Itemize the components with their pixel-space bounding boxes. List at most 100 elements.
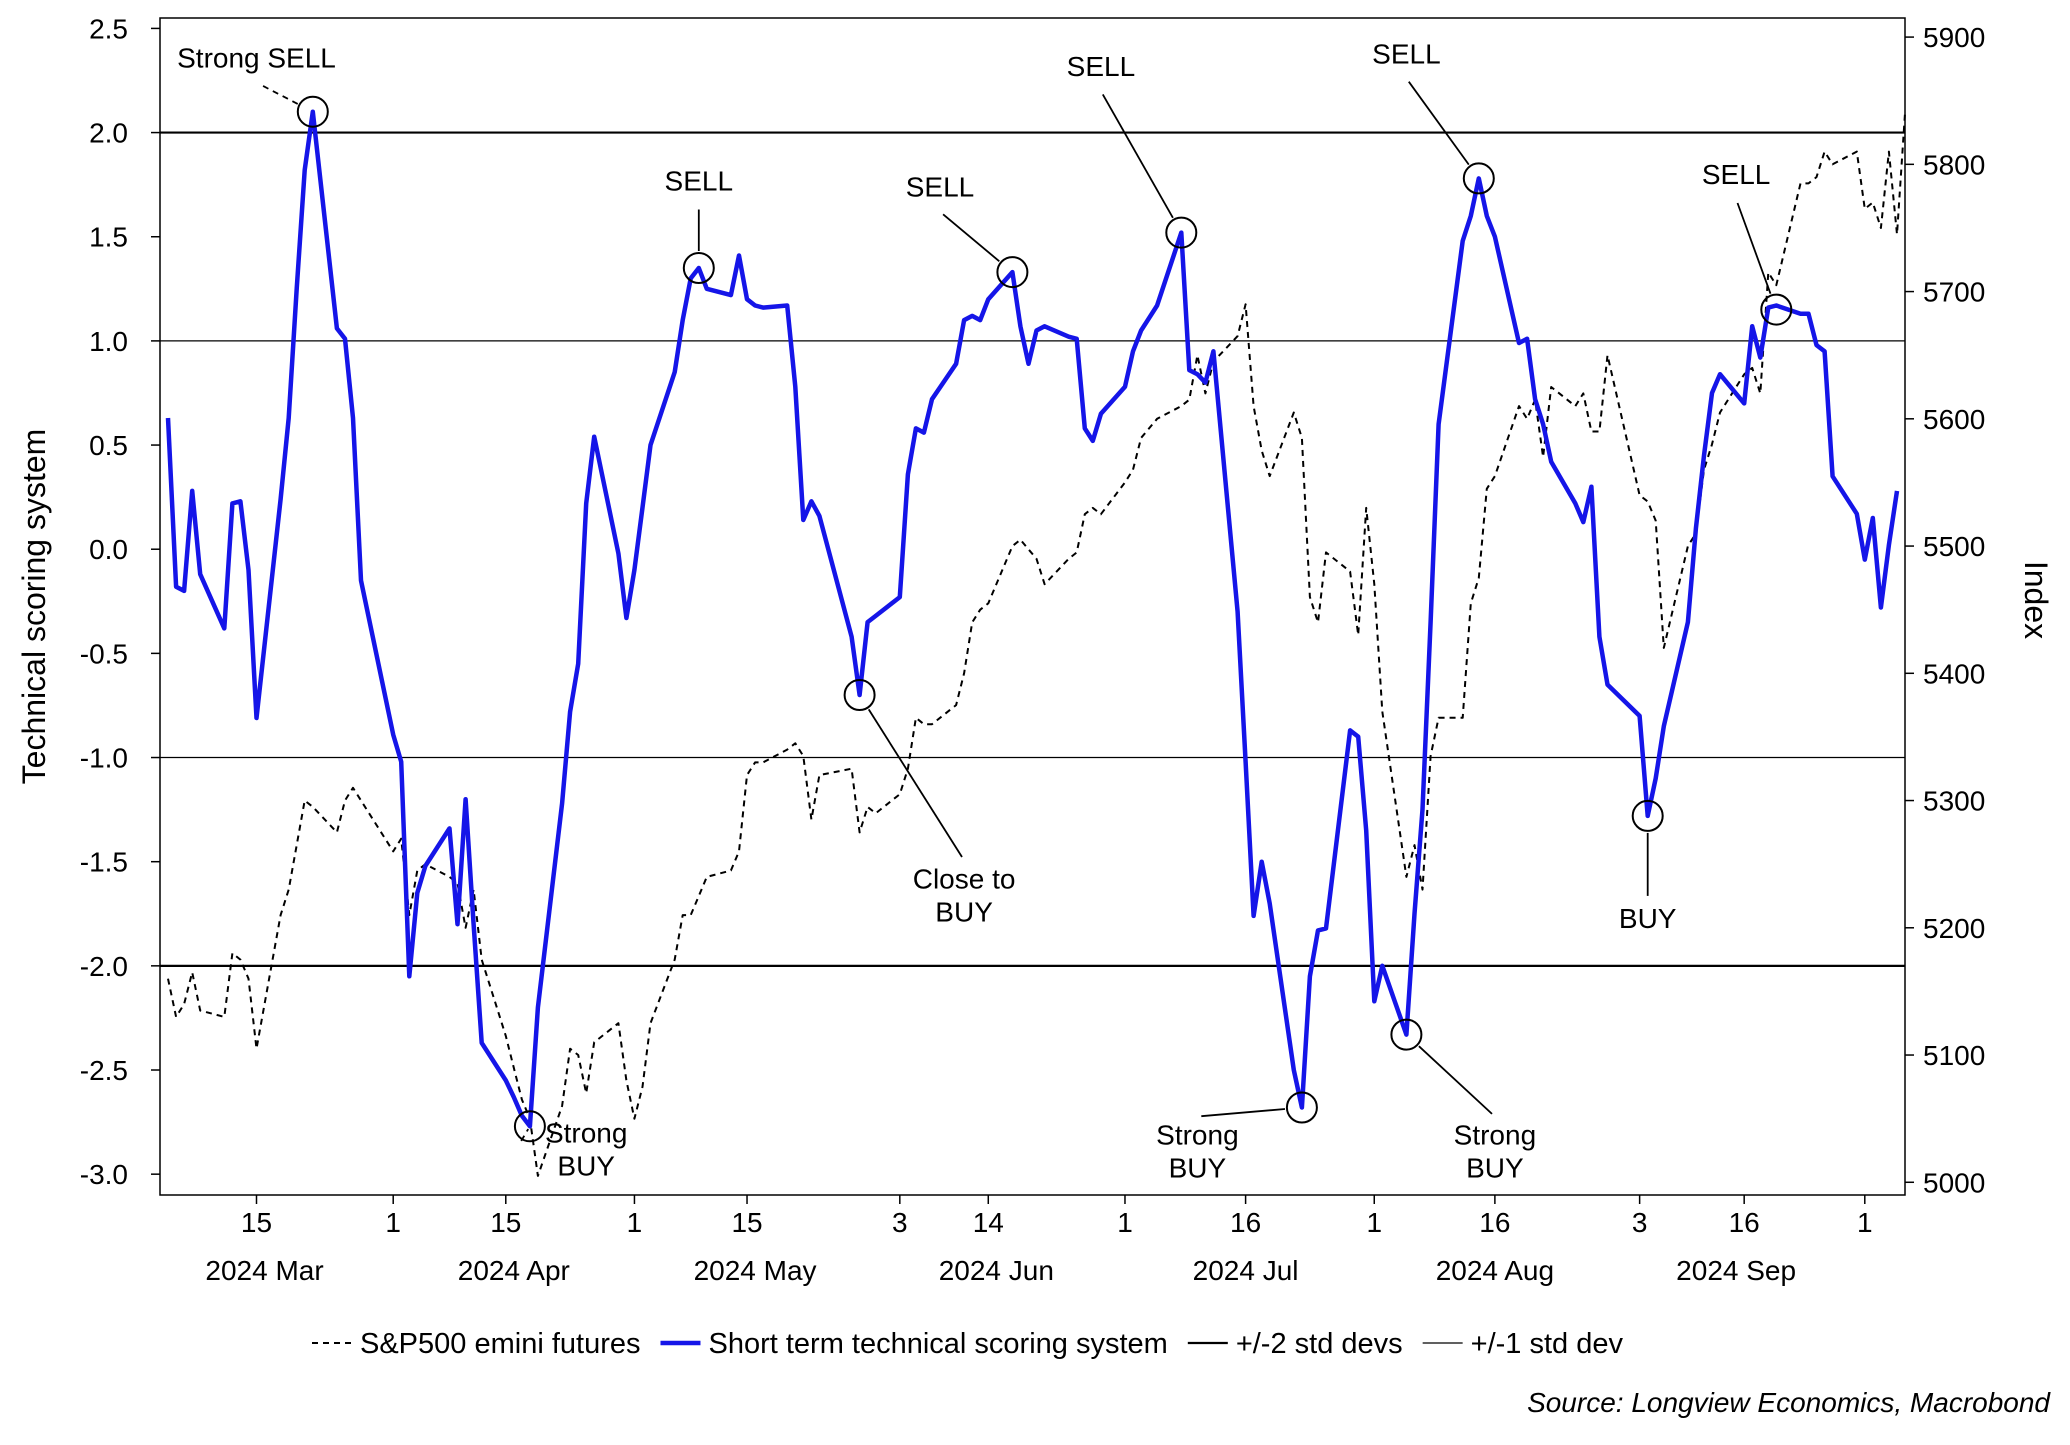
sp500-data-point bbox=[304, 800, 306, 802]
left-y-axis: 2.5 2.0 1.5 1.0 0.5 0.0 -0.5 -1.0 -1.5 -2.0 -2.5 -3… bbox=[80, 13, 160, 1190]
legend-label: +/-2 std devs bbox=[1236, 1328, 1403, 1360]
sp500-data-point bbox=[239, 959, 241, 961]
sp500-data-point bbox=[1237, 335, 1239, 337]
annotation-marker bbox=[682, 252, 715, 284]
annotation-label: SELL bbox=[665, 166, 734, 197]
scoring-data-point bbox=[473, 923, 475, 925]
scoring-data-point bbox=[1028, 363, 1030, 365]
scoring-data-point bbox=[529, 1125, 531, 1127]
sp500-data-point bbox=[561, 1105, 563, 1107]
scoring-data-point bbox=[955, 363, 957, 365]
scoring-data-point bbox=[1124, 386, 1126, 388]
scoring-data-point bbox=[1494, 236, 1496, 238]
sp500-data-point bbox=[1036, 558, 1038, 560]
sp500-data-point bbox=[1486, 488, 1488, 490]
scoring-data-point bbox=[352, 417, 354, 419]
x-tick-label: 3 bbox=[1632, 1207, 1648, 1238]
x-month-label: 2024 Aug bbox=[1436, 1255, 1554, 1286]
sp500-data-point bbox=[851, 768, 853, 770]
sp500-data-point bbox=[1574, 405, 1576, 407]
left-tick-label: 2.5 bbox=[89, 13, 128, 44]
left-tick-label: -2.0 bbox=[80, 951, 128, 982]
x-tick-label: 1 bbox=[385, 1207, 401, 1238]
sp500-data-point bbox=[955, 704, 957, 706]
scoring-data-point bbox=[1574, 502, 1576, 504]
sp500-data-point bbox=[1124, 481, 1126, 483]
scoring-data-point bbox=[875, 615, 877, 617]
sp500-data-point bbox=[1405, 876, 1407, 878]
scoring-data-point bbox=[730, 294, 732, 296]
scoring-data-point bbox=[1405, 1034, 1407, 1036]
annotation-label: SELL bbox=[906, 172, 975, 203]
sp500-data-point bbox=[223, 1016, 225, 1018]
scoring-data-point bbox=[1872, 517, 1874, 519]
annotation-label: BUY bbox=[935, 896, 993, 927]
sp500-data-point bbox=[1068, 558, 1070, 560]
scoring-data-point bbox=[1856, 513, 1858, 515]
scoring-data-point bbox=[1888, 544, 1890, 546]
sp500-data-point bbox=[537, 1175, 539, 1177]
scoring-data-point bbox=[1598, 636, 1600, 638]
annotation-leader bbox=[259, 83, 299, 105]
scoring-data-point bbox=[810, 500, 812, 502]
scoring-data-point bbox=[1365, 829, 1367, 831]
sp500-data-point bbox=[344, 800, 346, 802]
sp500-data-point bbox=[1430, 755, 1432, 757]
sp500-data-point bbox=[642, 1086, 644, 1088]
x-month-label: 2024 May bbox=[694, 1255, 817, 1286]
sp500-data-point bbox=[1542, 456, 1544, 458]
sp500-data-point bbox=[1092, 507, 1094, 509]
scoring-data-point bbox=[1092, 440, 1094, 442]
sp500-data-point bbox=[1687, 545, 1689, 547]
scoring-data-point bbox=[231, 502, 233, 504]
annotation-marker bbox=[1631, 799, 1664, 832]
sp500-data-point bbox=[505, 1035, 507, 1037]
scoring-data-point bbox=[585, 502, 587, 504]
sp500-data-point bbox=[1526, 418, 1528, 420]
x-tick-label: 1 bbox=[627, 1207, 643, 1238]
scoring-data-point bbox=[1019, 325, 1021, 327]
annotation-label: Strong bbox=[545, 1118, 628, 1149]
scoring-data-point bbox=[1767, 307, 1769, 309]
scoring-data-point bbox=[915, 427, 917, 429]
sp500-data-point bbox=[183, 1003, 185, 1005]
sp500-data-point bbox=[875, 812, 877, 814]
sp500-data-point bbox=[1261, 450, 1263, 452]
sp500-data-point bbox=[1470, 602, 1472, 604]
sp500-data-point bbox=[360, 800, 362, 802]
scoring-data-point bbox=[971, 315, 973, 317]
scoring-data-point bbox=[1703, 455, 1705, 457]
scoring-data-point bbox=[1309, 975, 1311, 977]
sp500-data-point bbox=[1816, 176, 1818, 178]
sp500-data-point bbox=[1872, 202, 1874, 204]
scoring-data-point bbox=[175, 586, 177, 588]
scoring-data-point bbox=[1132, 350, 1134, 352]
sp500-futures-line bbox=[167, 113, 1906, 1177]
sp500-data-point bbox=[296, 844, 298, 846]
scoring-data-point bbox=[1261, 861, 1263, 863]
scoring-data-point bbox=[1663, 725, 1665, 727]
scoring-data-point bbox=[1011, 271, 1013, 273]
sp500-data-point bbox=[963, 672, 965, 674]
scoring-data-point bbox=[1204, 382, 1206, 384]
scoring-data-point bbox=[1212, 350, 1214, 352]
sp500-data-point bbox=[754, 761, 756, 763]
scoring-data-point bbox=[754, 305, 756, 307]
scoring-data-point bbox=[400, 761, 402, 763]
x-tick-label: 3 bbox=[892, 1207, 908, 1238]
annotation: BUY bbox=[1619, 799, 1677, 934]
sp500-data-point bbox=[288, 889, 290, 891]
scoring-data-point bbox=[481, 1042, 483, 1044]
scoring-data-point bbox=[794, 386, 796, 388]
scoring-data-point bbox=[1526, 338, 1528, 340]
scoring-data-point bbox=[859, 694, 861, 696]
scoring-data-point bbox=[1245, 761, 1247, 763]
left-tick-label: 0.5 bbox=[89, 430, 128, 461]
right-tick-label: 5200 bbox=[1923, 913, 1985, 944]
sp500-data-point bbox=[1349, 571, 1351, 573]
annotation-label: SELL bbox=[1702, 159, 1771, 190]
scoring-data-point bbox=[979, 319, 981, 321]
annotation-leader bbox=[1408, 81, 1470, 166]
scoring-data-point bbox=[738, 255, 740, 257]
